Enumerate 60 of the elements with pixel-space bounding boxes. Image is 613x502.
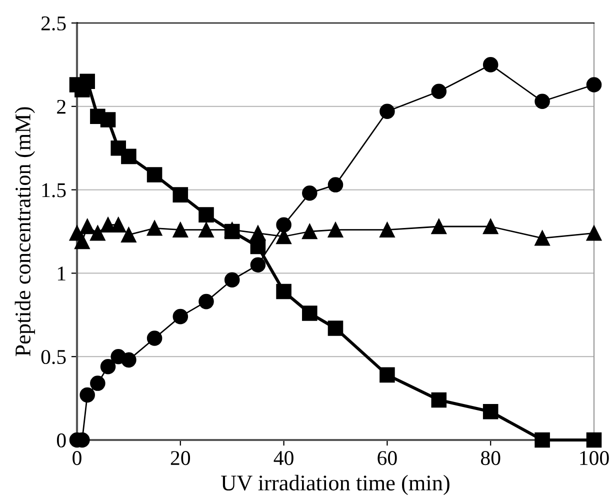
x-axis-title: UV irradiation time (min) — [221, 474, 450, 496]
point — [172, 308, 188, 324]
point — [328, 320, 344, 336]
point — [431, 392, 447, 408]
point — [302, 185, 318, 201]
point — [431, 218, 447, 234]
point — [100, 112, 116, 128]
point — [198, 222, 214, 238]
point — [146, 330, 162, 346]
point — [90, 376, 106, 391]
point — [146, 167, 162, 182]
point — [80, 74, 95, 90]
y-tick-label: 0.5 — [41, 350, 66, 364]
point — [80, 218, 95, 234]
point — [482, 404, 498, 420]
point — [90, 226, 106, 241]
point — [121, 227, 136, 242]
point — [74, 234, 90, 250]
point — [534, 432, 550, 448]
x-tick-label: 60 — [378, 451, 397, 466]
point — [100, 358, 116, 374]
point — [250, 226, 266, 241]
point — [172, 187, 188, 202]
point — [250, 257, 266, 272]
point — [302, 224, 318, 240]
x-tick-label: 80 — [480, 451, 500, 466]
point — [172, 222, 188, 238]
y-tick-label: 0 — [56, 433, 66, 448]
point — [380, 222, 395, 238]
y-axis-title: Peptide concentration (mM) — [14, 107, 35, 356]
point — [534, 94, 550, 110]
point — [482, 218, 498, 234]
point — [121, 148, 136, 164]
point — [534, 230, 550, 246]
point — [276, 217, 292, 232]
point — [276, 284, 292, 300]
point — [380, 367, 395, 383]
point — [482, 57, 498, 72]
point — [328, 222, 344, 238]
y-tick-label: 2 — [57, 100, 66, 114]
x-tick-label: 0 — [72, 451, 82, 466]
point — [431, 84, 447, 100]
point — [80, 387, 95, 403]
point — [224, 272, 240, 288]
y-tick-label: 1.5 — [42, 183, 66, 198]
y-tick-label: 2.5 — [41, 16, 66, 31]
y-tick-label: 1 — [58, 266, 66, 280]
point — [146, 220, 162, 236]
x-tick-label: 40 — [274, 451, 294, 466]
point — [198, 207, 214, 222]
point — [302, 306, 318, 321]
point — [198, 294, 214, 310]
x-tick-label: 20 — [170, 451, 190, 466]
point — [586, 77, 602, 92]
point — [121, 352, 136, 368]
point — [328, 177, 344, 192]
point — [586, 432, 602, 448]
point — [586, 226, 602, 241]
x-tick-label: 100 — [580, 451, 609, 466]
point — [380, 104, 395, 120]
